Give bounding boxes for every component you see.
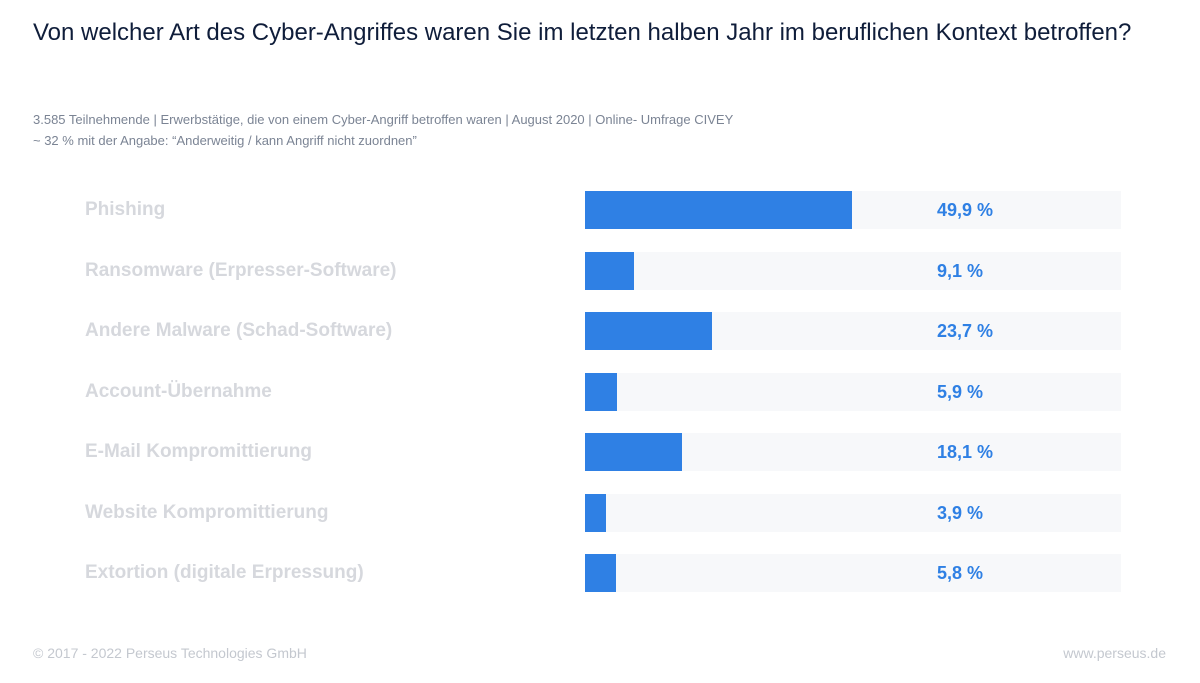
bar bbox=[585, 312, 712, 350]
bar-track bbox=[585, 494, 1121, 532]
category-label: Extortion (digitale Erpressung) bbox=[85, 562, 364, 583]
category-label: Ransomware (Erpresser-Software) bbox=[85, 260, 397, 281]
bar bbox=[585, 252, 634, 290]
meta-line-sample: 3.585 Teilnehmende | Erwerbstätige, die … bbox=[33, 112, 734, 127]
value-label: 5,8 % bbox=[937, 563, 984, 583]
category-label: Account-Übernahme bbox=[85, 381, 272, 402]
bar bbox=[585, 494, 606, 532]
footer-copyright: © 2017 - 2022 Perseus Technologies GmbH bbox=[33, 645, 307, 661]
value-label: 23,7 % bbox=[937, 321, 994, 341]
value-label: 18,1 % bbox=[937, 442, 994, 462]
category-label: Website Kompromittierung bbox=[85, 502, 329, 523]
value-label: 3,9 % bbox=[937, 503, 984, 523]
category-label: E-Mail Kompromittierung bbox=[85, 441, 312, 462]
bar-track bbox=[585, 373, 1121, 411]
chart-meta: 3.585 Teilnehmende | Erwerbstätige, die … bbox=[33, 109, 1153, 151]
value-label: 5,9 % bbox=[937, 382, 984, 402]
category-label: Andere Malware (Schad-Software) bbox=[85, 320, 393, 341]
chart-title: Von welcher Art des Cyber-Angriffes ware… bbox=[33, 19, 1132, 46]
bar bbox=[585, 191, 852, 229]
footer-website[interactable]: www.perseus.de bbox=[1063, 645, 1166, 661]
bar bbox=[585, 433, 682, 471]
bar-track bbox=[585, 554, 1121, 592]
meta-line-note: ~ 32 % mit der Angabe: “Anderweitig / ka… bbox=[33, 133, 417, 148]
value-label: 9,1 % bbox=[937, 261, 984, 281]
category-label: Phishing bbox=[85, 199, 166, 220]
bar bbox=[585, 373, 617, 411]
bar-track bbox=[585, 252, 1121, 290]
bar bbox=[585, 554, 616, 592]
value-label: 49,9 % bbox=[937, 200, 994, 220]
